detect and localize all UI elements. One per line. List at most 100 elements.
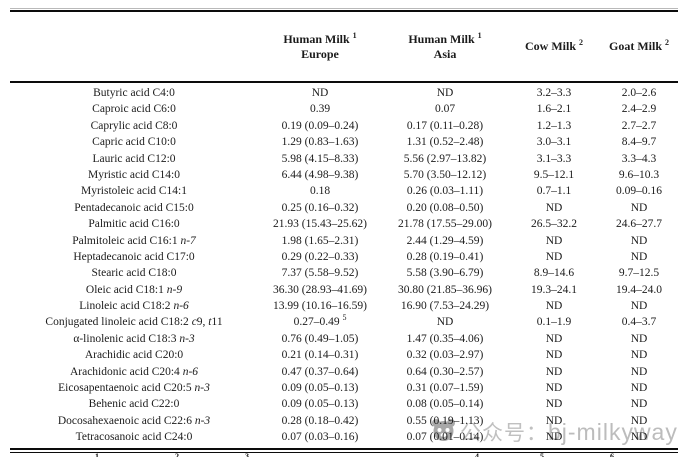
row-label: Conjugated linoleic acid C18:2 c9, t11 [45,316,223,329]
watermark-separator: ： [526,422,548,445]
value-cell: ND [630,349,648,362]
value-cell: ND [630,431,648,444]
value-cell: 1.29 (0.83–1.63) [281,136,359,149]
table-row: Pentadecanoic acid C15:0 0.25 (0.16–0.32)… [10,200,678,216]
watermark-logo-icon [430,417,457,447]
table-row: Capric acid C10:0 1.29 (0.83–1.63) 1.31 (0… [10,134,678,150]
value-cell: 21.78 (17.55–29.00) [398,218,492,231]
footnote-marker: 2 [175,452,179,457]
value-cell: 0.29 (0.22–0.33) [281,250,359,263]
row-label: Capric acid C10:0 [92,136,176,149]
value-cell: 0.7–1.1 [536,185,572,198]
row-label: Butyric acid C4:0 [93,87,175,99]
row-label: Lauric acid C12:0 [92,152,176,165]
value-cell: 1.31 (0.52–2.48) [406,136,484,149]
table-row: Tetracosanoic acid C24:0 0.07 (0.03–0.16)… [10,429,678,445]
value-cell: 3.2–3.3 [536,87,572,99]
value-cell: 0.32 (0.03–2.97) [406,349,484,362]
row-label: Oleic acid C18:1 n-9 [85,283,183,296]
table-top-rule-shadow [10,8,678,9]
row-label: Caprylic acid C8:0 [90,119,178,132]
value-cell: 0.31 (0.07–1.59) [406,382,484,395]
table-header-rule [10,81,678,83]
value-cell: 21.93 (15.43–25.62) [273,218,367,231]
col-header-human-milk-asia: Human Milk 1 Asia [408,30,482,61]
row-label: Stearic acid C18:0 [91,267,177,280]
value-cell: 0.21 (0.14–0.31) [281,349,359,362]
value-cell: 0.28 (0.18–0.42) [281,414,359,427]
value-cell: 26.5–32.2 [531,218,577,231]
value-cell: 1.2–1.3 [536,119,572,132]
footnote-marker: 5 [540,452,544,457]
value-cell: 13.99 (10.16–16.59) [273,300,367,313]
value-cell: ND [630,234,648,247]
value-cell: ND [545,300,563,313]
value-cell: ND [311,87,329,99]
table-row: Palmitic acid C16:0 21.93 (15.43–25.62) 21… [10,216,678,232]
value-cell: 0.07 (0.03–0.16) [281,431,359,444]
value-cell: ND [545,250,563,263]
footnote-clipped: 1 2 3 4 5 6 [0,452,688,457]
value-cell: 0.18 [309,185,331,198]
row-label: Arachidonic acid C20:4 n-6 [69,365,199,378]
row-label: Arachidic acid C20:0 [84,349,184,362]
value-cell: ND [630,382,648,395]
value-cell: 6.44 (4.98–9.38) [281,168,359,181]
value-cell: 8.9–14.6 [533,267,575,280]
fatty-acid-table: Human Milk 1 Europe Human Milk 1 Asia Cow Mi… [10,0,678,453]
value-cell: ND [545,234,563,247]
table-row: Palmitoleic acid C16:1 n-7 1.98 (1.65–2.3… [10,233,678,249]
value-cell: ND [630,250,648,263]
value-cell: 5.56 (2.97–13.82) [403,152,487,165]
value-cell: 7.37 (5.58–9.52) [281,267,359,280]
value-cell: ND [545,382,563,395]
row-label: Linoleic acid C18:2 n-6 [79,300,189,313]
value-cell: 0.64 (0.30–2.57) [406,365,484,378]
value-cell: 3.1–3.3 [536,152,572,165]
value-cell: 0.17 (0.11–0.28) [406,119,484,132]
value-cell: ND [545,414,563,427]
value-cell: 2.0–2.6 [621,87,657,99]
value-cell: 0.27–0.49 5 [293,313,347,329]
col-header-cow-milk: Cow Milk 2 [525,38,583,54]
value-cell: ND [630,201,648,214]
value-cell: 0.76 (0.49–1.05) [281,332,359,345]
row-label: Caproic acid C6:0 [92,103,176,116]
value-cell: 0.4–3.7 [621,316,657,329]
value-cell: 0.09 (0.05–0.13) [281,398,359,411]
col-header-human-milk-europe: Human Milk 1 Europe [283,30,357,61]
table-row: Behenic acid C22:0 0.09 (0.05–0.13) 0.08 (… [10,396,678,412]
value-cell: 0.19 (0.09–0.24) [281,119,359,132]
value-cell: 0.26 (0.03–1.11) [406,185,484,198]
table-row: Conjugated linoleic acid C18:2 c9, t11 0.… [10,314,678,330]
value-cell: 0.07 (0.01–0.14) [406,431,484,444]
watermark: 公众号 ： bj-milkyway [430,417,678,447]
table-row: Arachidonic acid C20:4 n-6 0.47 (0.37–0.6… [10,364,678,380]
row-label: α-linolenic acid C18:3 n-3 [73,332,195,345]
value-cell: 3.3–4.3 [621,152,657,165]
row-label: Myristic acid C14:0 [88,168,180,181]
value-cell: ND [545,398,563,411]
value-cell: 0.1–1.9 [536,316,572,329]
table-row: Caprylic acid C8:0 0.19 (0.09–0.24) 0.17 (… [10,118,678,134]
value-cell: ND [630,365,648,378]
value-cell: 16.90 (7.53–24.29) [400,300,490,313]
value-cell: 3.0–3.1 [536,136,572,149]
watermark-latin-text: bj-milkyway [548,418,678,445]
table-row: Myristoleic acid C14:1 0.18 0.26 (0.03–1.1… [10,183,678,199]
table-bottom-rule-2 [10,451,678,453]
footnote-marker: 3 [245,452,249,457]
col-header-goat-milk: Goat Milk 2 [609,38,669,54]
footnote-marker: 1 [95,452,99,457]
table-row: Caproic acid C6:0 0.39 0.07 1.6–2.1 2.4–2.9 [10,101,678,117]
table-row: Stearic acid C18:0 7.37 (5.58–9.52) 5.58 (… [10,265,678,281]
value-cell: ND [630,332,648,345]
footnote-marker: 4 [475,452,479,457]
value-cell: 2.7–2.7 [621,119,657,132]
table-row: Eicosapentaenoic acid C20:5 n-3 0.09 (0.0… [10,380,678,396]
row-label: Pentadecanoic acid C15:0 [74,201,194,214]
value-cell: 0.09 (0.05–0.13) [281,382,359,395]
value-cell: 9.6–10.3 [618,168,660,181]
value-cell: 1.6–2.1 [536,103,572,116]
value-cell: 0.09–0.16 [616,185,662,198]
